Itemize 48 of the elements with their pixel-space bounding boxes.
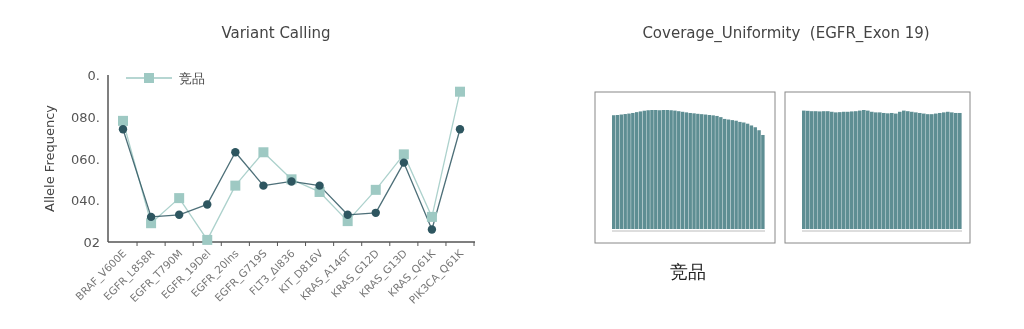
bar: [654, 110, 658, 229]
point: [203, 200, 212, 209]
point: [399, 158, 409, 167]
x-axis-title: 竞品: [670, 261, 706, 282]
point: [146, 212, 156, 222]
text: 080.: [71, 109, 100, 125]
point: [371, 208, 380, 218]
point: [315, 181, 324, 190]
y-axis-title: Allele Frequency: [42, 104, 57, 213]
bar: [715, 115, 719, 229]
text: 02: [83, 235, 100, 250]
point: [426, 211, 437, 222]
text: 060.: [71, 151, 100, 167]
bar: [719, 117, 723, 229]
chart-title: Coverage_Uniformity (EGFR_Exon 19): [642, 24, 930, 43]
point: [455, 125, 465, 134]
point: [174, 210, 184, 219]
point: [258, 147, 269, 158]
bar: [757, 130, 761, 229]
point: [455, 86, 465, 97]
bar: [696, 113, 700, 229]
bar: [673, 110, 677, 229]
point: [118, 125, 128, 134]
bar: [631, 112, 635, 229]
bar: [711, 115, 715, 229]
bar: [669, 110, 673, 229]
bar: [734, 120, 738, 229]
bar: [623, 114, 627, 229]
point: [174, 193, 185, 204]
point: [230, 180, 241, 191]
point: [427, 225, 437, 234]
bar: [738, 121, 742, 229]
bar: [646, 110, 650, 229]
point: [370, 184, 381, 195]
bar: [650, 110, 654, 229]
point: [118, 115, 128, 126]
bar: [692, 113, 696, 229]
point: [231, 148, 240, 157]
chart-title: Variant Calling: [221, 24, 331, 42]
point: [259, 181, 268, 190]
point: [343, 210, 352, 219]
text: 0.: [87, 68, 100, 83]
point: [202, 234, 213, 245]
point: [398, 149, 409, 160]
legend-label: 竞品: [179, 71, 205, 86]
bar: [761, 134, 765, 229]
text: 040.: [71, 193, 100, 209]
bar: [627, 113, 631, 229]
